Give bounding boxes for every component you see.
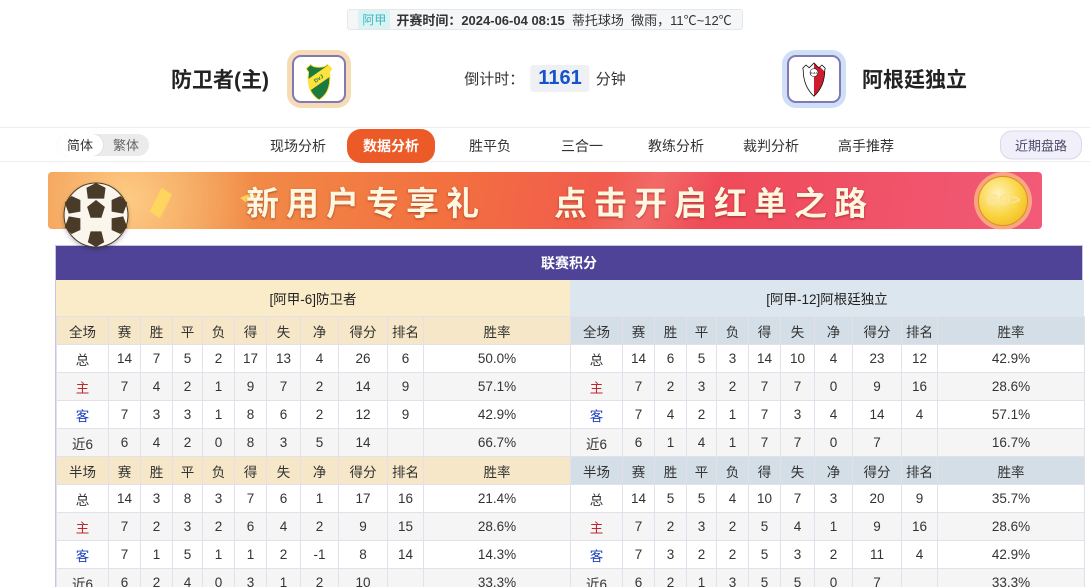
svg-text:C.A.I.: C.A.I. [810,71,818,75]
